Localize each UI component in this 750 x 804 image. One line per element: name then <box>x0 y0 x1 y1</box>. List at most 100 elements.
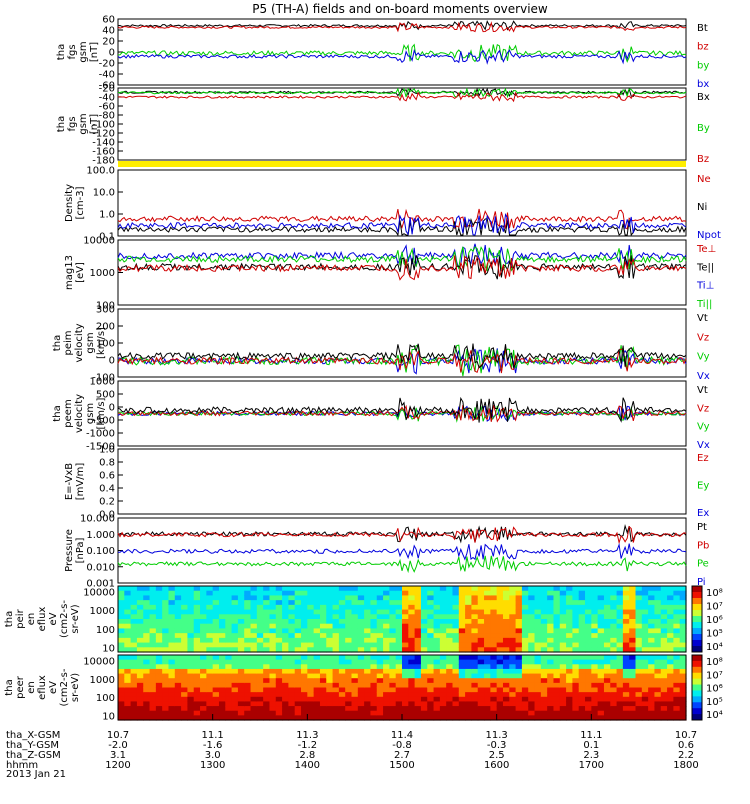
spec-cell <box>439 696 447 703</box>
spec-cell <box>118 633 125 639</box>
spec-cell <box>572 586 580 592</box>
spec-cell <box>231 673 239 679</box>
spec-cell <box>149 647 157 653</box>
spec-cell <box>528 655 536 661</box>
spec-cell <box>244 637 252 644</box>
spec-cell <box>591 642 599 648</box>
spec-cell <box>294 623 302 630</box>
spec-cell <box>269 715 277 721</box>
spec-cell <box>610 637 618 644</box>
spec-cell <box>654 659 662 665</box>
spec-cell <box>338 590 346 597</box>
spec-cell <box>458 619 466 625</box>
spec-cell <box>528 668 536 675</box>
spec-cell <box>212 659 220 665</box>
spec-cell <box>162 692 170 698</box>
spec-cell <box>622 696 630 703</box>
spec-cell <box>496 706 504 712</box>
spec-cell <box>610 633 618 639</box>
spec-cell <box>679 628 687 634</box>
spec-cell <box>275 623 283 630</box>
spec-cell <box>212 668 220 675</box>
spec-cell <box>143 647 151 653</box>
spec-cell <box>155 715 163 721</box>
spec-cell <box>269 647 277 653</box>
spec-cell <box>206 706 214 712</box>
spec-cell <box>269 642 277 648</box>
spec-cell <box>509 715 517 721</box>
spec-cell <box>118 604 125 611</box>
spec-cell <box>143 715 151 721</box>
spec-cell <box>648 609 656 615</box>
panel-efield <box>117 448 687 515</box>
spec-cell <box>521 637 529 644</box>
colorbar-cell <box>692 660 702 668</box>
spec-cell <box>225 619 233 625</box>
colorbar-label: 10⁴ <box>706 642 723 653</box>
spec-cell <box>540 664 548 670</box>
spec-cell <box>433 600 441 606</box>
spec-cell <box>231 696 239 703</box>
spec-cell <box>515 715 523 721</box>
chart-title: P5 (TH-A) fields and on-board moments ov… <box>252 2 548 16</box>
spec-cell <box>572 619 580 625</box>
spec-cell <box>496 633 504 639</box>
spec-cell <box>540 715 548 721</box>
spec-cell <box>319 647 327 653</box>
spec-cell <box>338 647 346 653</box>
spec-cell <box>345 647 353 653</box>
xaxis-value: 11.1 <box>580 730 602 741</box>
spec-cell <box>433 710 441 716</box>
spec-cell <box>591 710 599 716</box>
spec-cell <box>402 701 409 707</box>
spec-cell <box>641 710 649 716</box>
spec-cell <box>540 633 548 639</box>
spec-cell <box>616 614 624 620</box>
spec-cell <box>408 655 416 661</box>
spec-cell <box>679 642 687 648</box>
spec-cell <box>124 678 132 684</box>
spec-cell <box>553 668 561 675</box>
spec-cell <box>143 668 151 675</box>
spec-cell <box>345 628 353 634</box>
spec-cell <box>502 633 510 639</box>
spec-cell <box>427 619 435 625</box>
ylabel-line: [eV] <box>75 262 86 283</box>
spec-cell <box>237 590 245 597</box>
series-pressure-Pt <box>117 524 687 544</box>
spec-cell <box>307 687 315 693</box>
spec-cell <box>218 623 226 630</box>
spec-cell <box>225 628 233 634</box>
spec-cell <box>250 586 258 592</box>
spec-cell <box>679 659 687 665</box>
spec-cell <box>433 609 441 615</box>
ytick-label: -80 <box>99 111 115 122</box>
xaxis-value: 11.3 <box>296 730 318 741</box>
spec-cell <box>206 673 214 679</box>
ytick-label: 10.000 <box>80 514 115 525</box>
spec-cell <box>370 692 378 698</box>
spec-cell <box>124 590 132 597</box>
spec-cell <box>679 673 687 679</box>
spec-cell <box>395 678 403 684</box>
spec-cell <box>351 673 359 679</box>
spec-cell <box>162 614 170 620</box>
spec-cell <box>212 696 220 703</box>
legend-temp-2: Ti⊥ <box>696 281 714 292</box>
spec-cell <box>143 619 151 625</box>
spec-cell <box>660 678 668 684</box>
spec-cell <box>603 637 611 644</box>
spec-cell <box>326 614 334 620</box>
spec-cell <box>162 715 170 721</box>
spec-cell <box>439 595 447 601</box>
spec-cell <box>610 715 618 721</box>
spec-cell <box>648 706 656 712</box>
spec-cell <box>496 687 504 693</box>
spec-cell <box>471 696 479 703</box>
spec-cell <box>313 701 321 707</box>
spec-cell <box>118 710 125 716</box>
spec-cell <box>231 619 239 625</box>
spec-cell <box>118 614 125 620</box>
spec-cell <box>654 637 662 644</box>
spec-cell <box>376 619 384 625</box>
